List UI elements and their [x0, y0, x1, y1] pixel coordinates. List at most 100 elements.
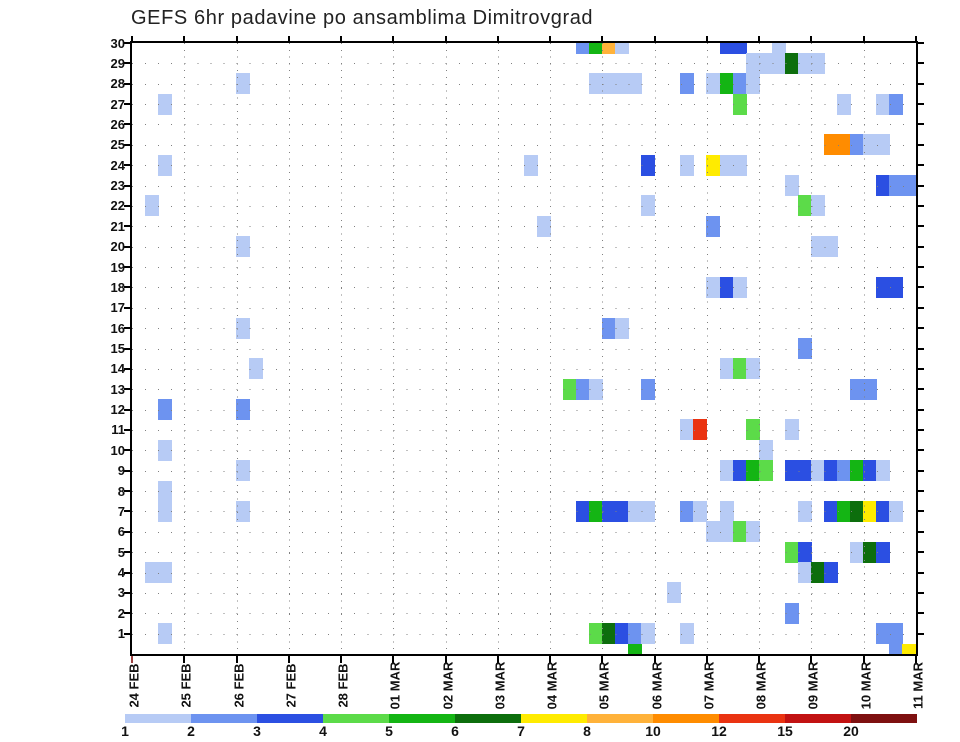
y-axis-tick [124, 449, 130, 452]
y-axis-label: 21 [110, 218, 125, 234]
colorbar-segment [323, 714, 389, 723]
x-axis-label: 07 MAR [701, 661, 717, 710]
y-axis-label: 15 [110, 341, 125, 356]
y-axis-tick-right [918, 449, 924, 452]
y-axis-tick [124, 266, 130, 269]
y-axis-label: 24 [110, 157, 125, 173]
gridline-horizontal [132, 307, 916, 309]
y-axis-label: 3 [117, 585, 125, 601]
y-axis-tick [124, 286, 130, 289]
x-axis-tick [183, 656, 186, 663]
y-axis-tick-right [918, 490, 924, 493]
colorbar-segment [191, 714, 257, 723]
y-axis-tick-right [918, 82, 924, 85]
y-axis-tick [124, 490, 130, 493]
x-axis-tick [758, 656, 761, 663]
y-axis-tick [124, 164, 130, 167]
y-axis-tick-right [918, 551, 924, 554]
y-axis-tick [124, 204, 130, 207]
gridline-horizontal [132, 511, 916, 513]
y-axis-tick-right [918, 266, 924, 269]
y-axis-tick [124, 62, 130, 65]
gridline-vertical [184, 43, 186, 654]
y-axis-tick-right [918, 286, 924, 289]
y-axis-tick-right [918, 306, 924, 309]
plot-area [132, 43, 916, 654]
gridline-horizontal [132, 165, 916, 167]
x-axis-label: 25 FEB [178, 663, 194, 708]
y-axis-tick-right [918, 184, 924, 187]
gridline-horizontal [132, 592, 916, 594]
x-axis-tick [601, 656, 604, 663]
y-axis-tick-right [918, 571, 924, 574]
y-axis-tick [124, 591, 130, 594]
gridline-vertical [654, 43, 656, 654]
colorbar-tick-label: 12 [711, 723, 727, 739]
x-axis-tick-top [653, 36, 656, 41]
y-axis-tick [124, 388, 130, 391]
gridline-horizontal [132, 83, 916, 85]
y-axis-tick [124, 367, 130, 370]
y-axis-tick [124, 327, 130, 330]
x-axis-tick-top [444, 36, 447, 41]
colorbar-tick-label: 8 [583, 723, 591, 739]
colorbar-tick-label: 6 [451, 723, 459, 739]
precip-cell [719, 43, 734, 54]
x-axis-label: 08 MAR [753, 661, 769, 710]
y-axis-label: 22 [110, 198, 125, 214]
gridline-vertical [393, 43, 395, 654]
gridline-vertical [341, 43, 343, 654]
y-axis-label: 1 [117, 626, 125, 642]
x-axis-tick-top [340, 36, 343, 41]
y-axis-tick-right [918, 225, 924, 228]
x-axis-tick-top [183, 36, 186, 41]
x-axis-label: 27 FEB [283, 663, 299, 708]
y-axis-tick-right [918, 164, 924, 167]
gridline-horizontal [132, 348, 916, 350]
colorbar-segment [785, 714, 851, 723]
x-axis-tick-top [862, 36, 865, 41]
x-axis-label: 04 MAR [544, 661, 560, 710]
y-axis-tick-right [918, 408, 924, 411]
y-axis-tick-right [918, 143, 924, 146]
x-axis-tick-top [758, 36, 761, 41]
y-axis-label: 7 [117, 503, 125, 519]
y-axis-label: 11 [111, 422, 125, 438]
y-axis-tick [124, 632, 130, 635]
y-axis-label: 4 [117, 565, 125, 581]
y-axis-tick [124, 408, 130, 411]
gridline-horizontal [132, 613, 916, 615]
x-axis-tick [235, 656, 238, 663]
gridline-horizontal [132, 328, 916, 330]
gridline-horizontal [132, 246, 916, 248]
x-axis-tick-top [705, 36, 708, 41]
y-axis-label: 29 [110, 55, 125, 71]
precip-cell [628, 643, 643, 654]
colorbar-segment [521, 714, 587, 723]
y-axis-tick [124, 184, 130, 187]
precip-cell [575, 43, 590, 54]
gridline-vertical [445, 43, 447, 654]
y-axis-tick-right [918, 612, 924, 615]
x-axis-tick-top [235, 36, 238, 41]
x-axis-tick-top [287, 36, 290, 41]
y-axis-tick-right [918, 591, 924, 594]
y-axis-label: 30 [110, 35, 125, 51]
y-axis-label: 8 [117, 483, 125, 499]
y-axis-label: 9 [117, 463, 125, 479]
y-axis-tick [124, 82, 130, 85]
y-axis-tick-right [918, 388, 924, 391]
gridline-vertical [550, 43, 552, 654]
x-axis-label: 03 MAR [492, 661, 508, 710]
x-axis-label: 26 FEB [231, 663, 247, 708]
x-axis-tick-top [601, 36, 604, 41]
colorbar-tick-label: 3 [253, 723, 261, 739]
y-axis-tick [124, 306, 130, 309]
gridline-vertical [706, 43, 708, 654]
y-axis-label: 26 [110, 116, 125, 132]
gridline-horizontal [132, 491, 916, 493]
x-axis-tick-top [549, 36, 552, 41]
x-axis-tick-top [131, 36, 133, 41]
gridline-vertical [602, 43, 604, 654]
